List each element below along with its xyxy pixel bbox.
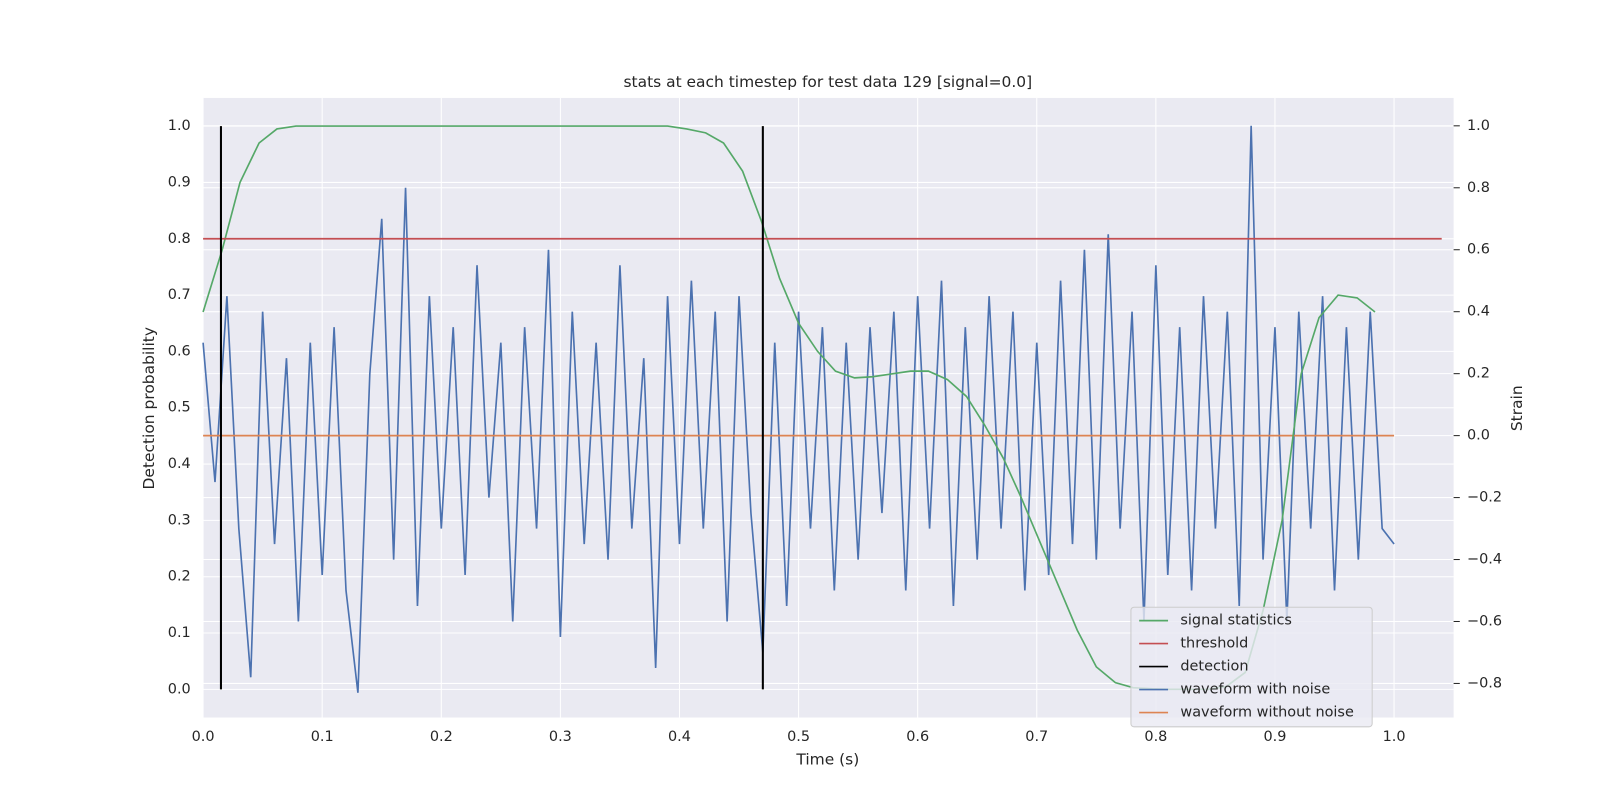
x-tick-label: 0.8 [1144, 729, 1167, 745]
x-tick-label: 0.5 [787, 729, 810, 745]
legend-label: signal statistics [1180, 613, 1292, 629]
y-tick-label: 0.9 [168, 174, 191, 190]
chart-title: stats at each timestep for test data 129… [624, 73, 1033, 91]
y2-tick-label: −0.6 [1467, 613, 1502, 629]
x-tick-label: 1.0 [1383, 729, 1406, 745]
x-tick-label: 0.2 [430, 729, 453, 745]
y2-tick-label: 0.8 [1467, 180, 1490, 196]
y2-axis-label: Strain [1508, 385, 1526, 431]
y-tick-label: 0.8 [168, 231, 191, 247]
x-tick-label: 0.3 [549, 729, 572, 745]
y-tick-label: 0.4 [168, 456, 191, 472]
y-tick-label: 1.0 [168, 118, 191, 134]
y-tick-label: 0.0 [168, 681, 191, 697]
x-tick-label: 0.1 [311, 729, 334, 745]
y2-tick-label: 0.4 [1467, 304, 1490, 320]
y2-tick-label: −0.8 [1467, 675, 1502, 691]
x-tick-label: 0.7 [1025, 729, 1048, 745]
legend-label: threshold [1180, 636, 1248, 652]
y2-tick-label: 0.0 [1467, 428, 1490, 444]
y2-tick-label: 0.2 [1467, 366, 1490, 382]
legend: signal statistics threshold detection wavef… [1130, 606, 1373, 728]
y2-tick-label: −0.4 [1467, 552, 1502, 568]
legend-label: detection [1180, 659, 1248, 675]
x-axis-label: Time (s) [795, 750, 859, 768]
y-tick-label: 0.3 [168, 512, 191, 528]
y-tick-label: 0.1 [168, 625, 191, 641]
y2-tick-label: −0.2 [1467, 490, 1502, 506]
y2-tick-label: 0.6 [1467, 242, 1490, 258]
axes: 0.0 0.1 0.2 0.3 0.4 0.5 0.6 0.7 0.8 0.9 1.0 0.0 0.1 0… [168, 118, 1502, 745]
y-tick-label: 0.7 [168, 287, 191, 303]
x-tick-label: 0.0 [192, 729, 215, 745]
legend-box [1130, 606, 1373, 728]
y2-tick-label: 1.0 [1467, 118, 1490, 134]
x-tick-label: 0.6 [906, 729, 929, 745]
legend-label: waveform without noise [1180, 705, 1354, 721]
y-axis-label: Detection probability [140, 327, 158, 489]
x-tick-label: 0.4 [668, 729, 691, 745]
y-tick-label: 0.2 [168, 569, 191, 585]
series-line [202, 125, 1395, 693]
legend-label: waveform with noise [1180, 682, 1330, 698]
y-tick-label: 0.5 [168, 400, 191, 416]
y-tick-label: 0.6 [168, 343, 191, 359]
x-tick-label: 0.9 [1263, 729, 1286, 745]
